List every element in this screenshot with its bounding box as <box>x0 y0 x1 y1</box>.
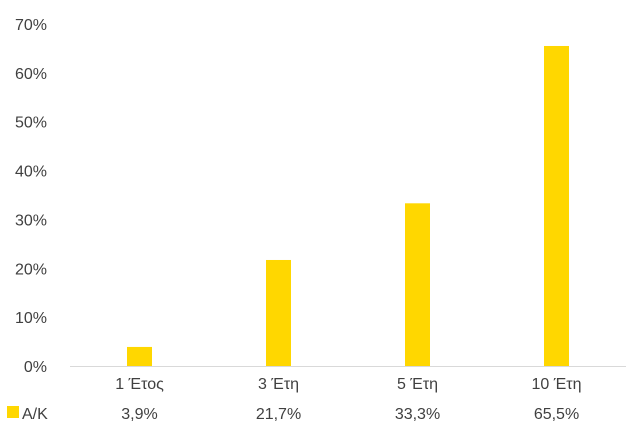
x-category-label: 10 Έτη <box>531 376 581 393</box>
data-table-value: 21,7% <box>256 406 301 423</box>
bar <box>544 46 569 366</box>
y-tick-label: 0% <box>24 359 47 376</box>
x-axis: 1 Έτος 3 Έτη 5 Έτη 10 Έτη <box>115 376 581 393</box>
bar <box>266 260 291 366</box>
data-table-value: 33,3% <box>395 406 440 423</box>
y-tick-label: 50% <box>15 115 47 132</box>
y-tick-label: 70% <box>15 17 47 34</box>
y-tick-label: 40% <box>15 164 47 181</box>
y-tick-label: 20% <box>15 261 47 278</box>
data-table-value: 3,9% <box>121 406 157 423</box>
bars-group <box>127 46 569 366</box>
y-tick-label: 30% <box>15 212 47 229</box>
x-category-label: 1 Έτος <box>115 376 164 393</box>
bar <box>405 203 430 366</box>
x-category-label: 3 Έτη <box>258 376 299 393</box>
data-table: Α/Κ 3,9% 21,7% 33,3% 65,5% <box>7 406 579 423</box>
x-category-label: 5 Έτη <box>397 376 438 393</box>
legend-label: Α/Κ <box>22 406 48 423</box>
data-table-value: 65,5% <box>534 406 579 423</box>
y-tick-label: 60% <box>15 66 47 83</box>
y-axis: 0% 10% 20% 30% 40% 50% 60% 70% <box>15 17 47 376</box>
legend-swatch <box>7 406 19 418</box>
bar <box>127 347 152 366</box>
y-tick-label: 10% <box>15 310 47 327</box>
